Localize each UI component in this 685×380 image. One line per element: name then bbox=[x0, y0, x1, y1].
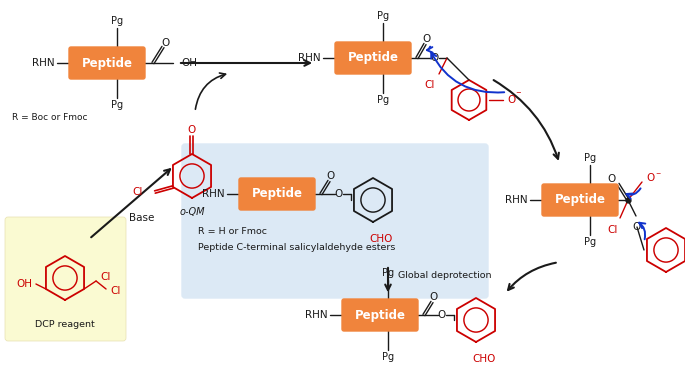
Text: RHN: RHN bbox=[202, 189, 225, 199]
Text: O: O bbox=[438, 310, 446, 320]
Text: O: O bbox=[423, 34, 431, 44]
Text: Pg: Pg bbox=[382, 352, 394, 362]
Text: O: O bbox=[646, 173, 654, 183]
Text: Cl: Cl bbox=[100, 272, 110, 282]
Text: $^-$: $^-$ bbox=[514, 90, 523, 100]
Text: o-QM: o-QM bbox=[179, 207, 205, 217]
Text: O: O bbox=[327, 171, 335, 181]
Text: O: O bbox=[507, 95, 515, 105]
Text: R = H or Fmoc: R = H or Fmoc bbox=[198, 228, 267, 236]
Text: O: O bbox=[162, 38, 170, 48]
Text: $^-$: $^-$ bbox=[654, 169, 662, 179]
Text: O: O bbox=[431, 53, 439, 63]
Text: Cl: Cl bbox=[425, 80, 435, 90]
Text: Pg: Pg bbox=[377, 11, 389, 21]
Text: CHO: CHO bbox=[473, 354, 496, 364]
Text: RHN: RHN bbox=[306, 310, 328, 320]
Text: RHN: RHN bbox=[506, 195, 528, 205]
Text: Cl: Cl bbox=[608, 225, 618, 235]
Text: O: O bbox=[188, 125, 196, 135]
Text: Peptide: Peptide bbox=[554, 193, 606, 206]
Text: Peptide: Peptide bbox=[355, 309, 406, 321]
Text: Cl: Cl bbox=[110, 286, 121, 296]
Text: O: O bbox=[335, 189, 343, 199]
Text: Cl: Cl bbox=[133, 187, 143, 197]
Text: RHN: RHN bbox=[32, 58, 55, 68]
Text: Global deprotection: Global deprotection bbox=[398, 271, 492, 280]
Text: RHN: RHN bbox=[299, 53, 321, 63]
Text: CHO: CHO bbox=[369, 234, 393, 244]
Text: Pg: Pg bbox=[584, 237, 596, 247]
Text: Pg: Pg bbox=[111, 16, 123, 26]
Text: Pg: Pg bbox=[382, 268, 394, 278]
FancyBboxPatch shape bbox=[342, 299, 418, 331]
Text: Pg: Pg bbox=[377, 95, 389, 105]
Text: Peptide: Peptide bbox=[347, 52, 399, 65]
Text: O: O bbox=[633, 222, 641, 232]
Text: OH: OH bbox=[16, 279, 32, 289]
FancyBboxPatch shape bbox=[182, 144, 488, 298]
Text: Base: Base bbox=[129, 213, 155, 223]
Text: Peptide C-terminal salicylaldehyde esters: Peptide C-terminal salicylaldehyde ester… bbox=[198, 242, 395, 252]
Text: O: O bbox=[608, 174, 616, 184]
FancyBboxPatch shape bbox=[5, 217, 126, 341]
FancyBboxPatch shape bbox=[239, 178, 315, 210]
FancyBboxPatch shape bbox=[542, 184, 618, 216]
Text: OH: OH bbox=[181, 58, 197, 68]
FancyBboxPatch shape bbox=[69, 47, 145, 79]
Text: Pg: Pg bbox=[584, 153, 596, 163]
Text: R = Boc or Fmoc: R = Boc or Fmoc bbox=[12, 114, 88, 122]
Text: DCP reagent: DCP reagent bbox=[35, 320, 95, 329]
Text: Pg: Pg bbox=[111, 100, 123, 110]
Text: Peptide: Peptide bbox=[251, 187, 303, 201]
FancyBboxPatch shape bbox=[335, 42, 411, 74]
Text: O: O bbox=[430, 292, 438, 302]
Text: Peptide: Peptide bbox=[82, 57, 132, 70]
